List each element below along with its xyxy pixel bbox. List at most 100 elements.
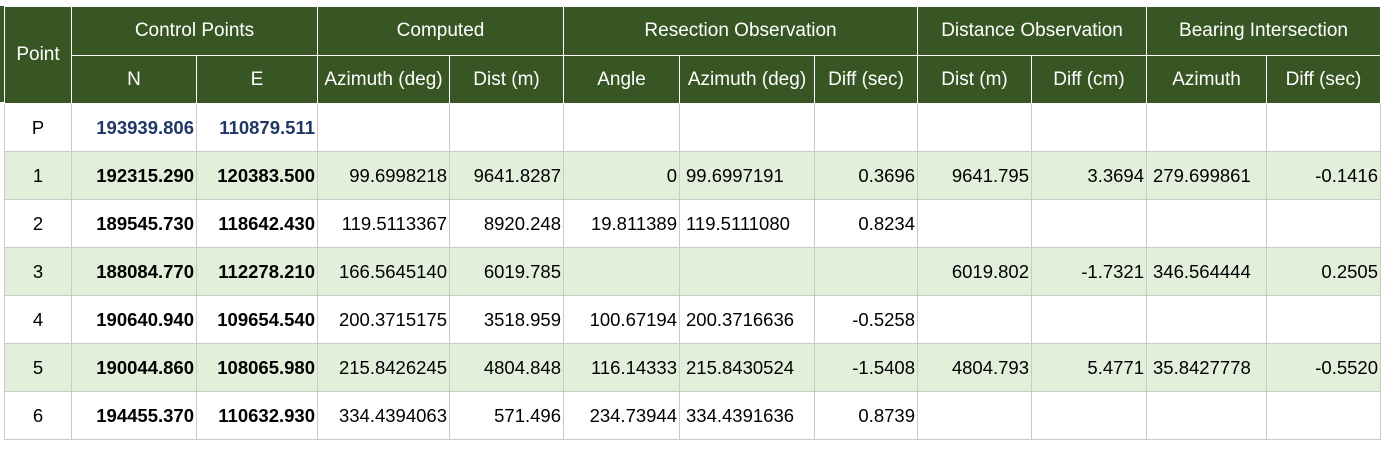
cell-e[interactable]: 110879.511 bbox=[196, 103, 318, 152]
cell-resection-diff[interactable] bbox=[814, 247, 919, 296]
cell-e[interactable]: 112278.210 bbox=[196, 247, 318, 296]
cell-angle[interactable]: 19.811389 bbox=[563, 199, 681, 248]
cell-e[interactable]: 109654.540 bbox=[196, 295, 318, 344]
cell-distance-dist[interactable]: 6019.802 bbox=[917, 247, 1033, 296]
cell-dist[interactable]: 8920.248 bbox=[448, 199, 565, 248]
cell-azimuth[interactable] bbox=[317, 103, 450, 152]
cell-angle[interactable]: 116.14333 bbox=[563, 343, 681, 392]
cell-azimuth[interactable]: 334.4394063 bbox=[317, 391, 450, 440]
cell-resection-azimuth[interactable]: 119.5111080 bbox=[679, 199, 816, 248]
cell-bearing-diff[interactable]: -0.1416 bbox=[1266, 151, 1382, 200]
cell-angle[interactable]: 0 bbox=[563, 151, 681, 200]
cell-resection-diff[interactable]: 0.8739 bbox=[814, 391, 919, 440]
header-dist-m[interactable]: Dist (m) bbox=[448, 55, 565, 104]
cell-n[interactable]: 193939.806 bbox=[71, 103, 197, 152]
cell-point[interactable]: 6 bbox=[4, 391, 72, 440]
cell-n[interactable]: 188084.770 bbox=[71, 247, 197, 296]
header-resection-diff-sec[interactable]: Diff (sec) bbox=[814, 55, 919, 104]
cell-resection-azimuth[interactable]: 334.4391636 bbox=[679, 391, 816, 440]
header-resection-azimuth-deg[interactable]: Azimuth (deg) bbox=[679, 55, 816, 104]
cell-dist[interactable]: 4804.848 bbox=[448, 343, 565, 392]
cell-azimuth[interactable]: 200.3715175 bbox=[317, 295, 450, 344]
cell-azimuth[interactable]: 99.6998218 bbox=[317, 151, 450, 200]
cell-bearing-azimuth[interactable] bbox=[1146, 391, 1268, 440]
cell-bearing-diff[interactable] bbox=[1266, 295, 1382, 344]
cell-distance-dist[interactable] bbox=[917, 295, 1033, 344]
cell-resection-diff[interactable]: 0.3696 bbox=[814, 151, 919, 200]
cell-point[interactable]: 4 bbox=[4, 295, 72, 344]
cell-distance-dist[interactable] bbox=[917, 391, 1033, 440]
header-bearing-azimuth[interactable]: Azimuth bbox=[1146, 55, 1268, 104]
cell-dist[interactable]: 571.496 bbox=[448, 391, 565, 440]
cell-angle[interactable] bbox=[563, 247, 681, 296]
cell-dist[interactable] bbox=[448, 103, 565, 152]
cell-bearing-azimuth[interactable] bbox=[1146, 199, 1268, 248]
header-distance-observation[interactable]: Distance Observation bbox=[917, 6, 1148, 56]
cell-distance-diff[interactable] bbox=[1031, 295, 1148, 344]
cell-resection-azimuth[interactable]: 99.6997191 bbox=[679, 151, 816, 200]
cell-bearing-diff[interactable] bbox=[1266, 199, 1382, 248]
cell-azimuth[interactable]: 215.8426245 bbox=[317, 343, 450, 392]
header-control-points[interactable]: Control Points bbox=[71, 6, 318, 56]
cell-bearing-azimuth[interactable]: 279.699861 bbox=[1146, 151, 1268, 200]
header-azimuth-deg[interactable]: Azimuth (deg) bbox=[317, 55, 450, 104]
cell-n[interactable]: 189545.730 bbox=[71, 199, 197, 248]
header-point[interactable]: Point bbox=[4, 6, 72, 104]
cell-resection-diff[interactable]: -0.5258 bbox=[814, 295, 919, 344]
header-e[interactable]: E bbox=[196, 55, 318, 104]
cell-distance-diff[interactable]: 5.4771 bbox=[1031, 343, 1148, 392]
cell-resection-diff[interactable] bbox=[814, 103, 919, 152]
cell-distance-diff[interactable] bbox=[1031, 391, 1148, 440]
cell-point[interactable]: 3 bbox=[4, 247, 72, 296]
cell-dist[interactable]: 9641.8287 bbox=[448, 151, 565, 200]
header-distance-dist-m[interactable]: Dist (m) bbox=[917, 55, 1033, 104]
cell-azimuth[interactable]: 166.5645140 bbox=[317, 247, 450, 296]
cell-point[interactable]: 1 bbox=[4, 151, 72, 200]
cell-dist[interactable]: 6019.785 bbox=[448, 247, 565, 296]
cell-bearing-azimuth[interactable]: 346.564444 bbox=[1146, 247, 1268, 296]
cell-distance-diff[interactable]: -1.7321 bbox=[1031, 247, 1148, 296]
cell-n[interactable]: 194455.370 bbox=[71, 391, 197, 440]
header-bearing-intersection[interactable]: Bearing Intersection bbox=[1146, 6, 1382, 56]
cell-distance-dist[interactable]: 9641.795 bbox=[917, 151, 1033, 200]
header-n[interactable]: N bbox=[71, 55, 197, 104]
cell-distance-dist[interactable] bbox=[917, 103, 1033, 152]
header-computed[interactable]: Computed bbox=[316, 6, 565, 56]
cell-bearing-diff[interactable]: 0.2505 bbox=[1266, 247, 1382, 296]
cell-n[interactable]: 190044.860 bbox=[71, 343, 197, 392]
cell-bearing-diff[interactable] bbox=[1266, 391, 1382, 440]
header-distance-diff-cm[interactable]: Diff (cm) bbox=[1031, 55, 1148, 104]
cell-bearing-diff[interactable] bbox=[1266, 103, 1382, 152]
cell-distance-diff[interactable] bbox=[1031, 199, 1148, 248]
cell-resection-azimuth[interactable]: 215.8430524 bbox=[679, 343, 816, 392]
cell-resection-diff[interactable]: 0.8234 bbox=[814, 199, 919, 248]
cell-point[interactable]: P bbox=[4, 103, 72, 152]
cell-bearing-azimuth[interactable] bbox=[1146, 295, 1268, 344]
cell-n[interactable]: 190640.940 bbox=[71, 295, 197, 344]
cell-resection-azimuth[interactable] bbox=[679, 103, 816, 152]
cell-bearing-diff[interactable]: -0.5520 bbox=[1266, 343, 1382, 392]
cell-angle[interactable]: 234.73944 bbox=[563, 391, 681, 440]
cell-distance-dist[interactable] bbox=[917, 199, 1033, 248]
cell-resection-azimuth[interactable] bbox=[679, 247, 816, 296]
header-bearing-diff-sec[interactable]: Diff (sec) bbox=[1266, 55, 1382, 104]
cell-e[interactable]: 108065.980 bbox=[196, 343, 318, 392]
cell-distance-dist[interactable]: 4804.793 bbox=[917, 343, 1033, 392]
cell-angle[interactable] bbox=[563, 103, 681, 152]
cell-e[interactable]: 120383.500 bbox=[196, 151, 318, 200]
cell-point[interactable]: 5 bbox=[4, 343, 72, 392]
cell-e[interactable]: 118642.430 bbox=[196, 199, 318, 248]
header-angle[interactable]: Angle bbox=[563, 55, 681, 104]
cell-distance-diff[interactable]: 3.3694 bbox=[1031, 151, 1148, 200]
cell-e[interactable]: 110632.930 bbox=[196, 391, 318, 440]
header-resection-observation[interactable]: Resection Observation bbox=[563, 6, 919, 56]
cell-distance-diff[interactable] bbox=[1031, 103, 1148, 152]
cell-bearing-azimuth[interactable] bbox=[1146, 103, 1268, 152]
cell-resection-azimuth[interactable]: 200.3716636 bbox=[679, 295, 816, 344]
cell-angle[interactable]: 100.67194 bbox=[563, 295, 681, 344]
cell-bearing-azimuth[interactable]: 35.8427778 bbox=[1146, 343, 1268, 392]
cell-resection-diff[interactable]: -1.5408 bbox=[814, 343, 919, 392]
cell-point[interactable]: 2 bbox=[4, 199, 72, 248]
cell-azimuth[interactable]: 119.5113367 bbox=[317, 199, 450, 248]
cell-n[interactable]: 192315.290 bbox=[71, 151, 197, 200]
